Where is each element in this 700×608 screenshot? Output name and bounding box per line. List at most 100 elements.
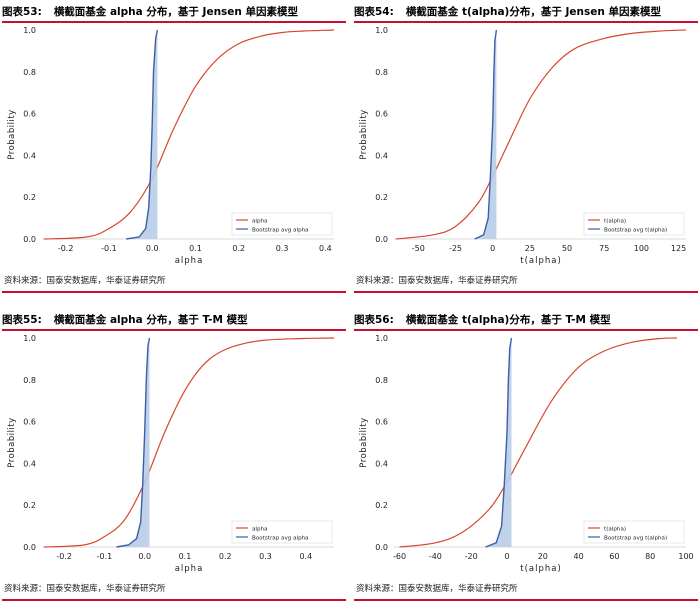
x-tick-label: -20 [465, 552, 478, 561]
source-note: 资料来源：国泰安数据库，华泰证券研究所 [4, 584, 166, 594]
y-tick-label: 1.0 [23, 26, 36, 35]
source-note: 资料来源：国泰安数据库，华泰证券研究所 [4, 276, 166, 286]
y-tick-label: 0.6 [23, 418, 36, 427]
x-tick-label: 80 [645, 552, 655, 561]
legend-label: Bootstrap avg alpha [252, 535, 309, 541]
y-tick-label: 0.8 [375, 68, 388, 77]
y-tick-label: 0.0 [375, 235, 388, 244]
y-tick-label: 0.8 [23, 68, 36, 77]
y-axis-label: Probability [359, 109, 369, 159]
bottom-divider [2, 599, 346, 601]
x-tick-label: 20 [538, 552, 548, 561]
bottom-divider [354, 599, 698, 601]
x-tick-label: 0 [490, 244, 495, 253]
actual-series-line [399, 337, 678, 548]
figure-title-row: 图表56: 横截面基金 t(alpha)分布，基于 T-M 模型 [354, 312, 698, 330]
y-axis-label: Probability [7, 109, 17, 159]
legend-box [231, 520, 333, 544]
figure-title: 横截面基金 t(alpha)分布，基于 Jensen 单因素模型 [405, 6, 662, 18]
figure-label: 图表54: [354, 6, 394, 18]
x-tick-label: 50 [562, 244, 572, 253]
legend-label: Bootstrap avg alpha [252, 227, 309, 233]
figure-title: 横截面基金 t(alpha)分布，基于 T-M 模型 [405, 314, 611, 326]
y-tick-label: 0.0 [375, 543, 388, 552]
y-axis-label: Probability [7, 417, 17, 467]
x-tick-label: 0.2 [232, 244, 245, 253]
title-divider [354, 329, 698, 331]
y-axis-label: Probability [359, 417, 369, 467]
bootstrap-series-line [116, 337, 151, 548]
x-tick-label: 0 [504, 552, 509, 561]
legend-label: Bootstrap avg t(alpha) [604, 227, 667, 233]
title-divider [2, 21, 346, 23]
actual-series-line [43, 29, 335, 240]
figure-label: 图表56: [354, 314, 394, 326]
x-tick-label: -0.1 [97, 552, 113, 561]
y-tick-label: 0.2 [23, 193, 36, 202]
x-tick-label: 0.0 [146, 244, 159, 253]
y-tick-label: 0.2 [375, 193, 388, 202]
figure-title-row: 图表53: 横截面基金 alpha 分布，基于 Jensen 单因素模型 [2, 4, 346, 22]
x-tick-label: 0.1 [179, 552, 192, 561]
x-tick-label: 0.3 [259, 552, 272, 561]
y-tick-label: 0.4 [375, 151, 388, 160]
y-tick-label: 0.8 [375, 376, 388, 385]
figure-label: 图表53: [2, 6, 42, 18]
x-tick-label: -0.1 [101, 244, 117, 253]
x-tick-label: -50 [412, 244, 425, 253]
legend-box [583, 520, 685, 544]
title-divider [2, 329, 346, 331]
y-tick-label: 0.6 [375, 418, 388, 427]
bootstrap-area [126, 30, 158, 239]
cdf-chart: 0.0 0.2 0.4 0.6 0.8 1.0 -0.2 -0.1 0.0 0.1 0.2 0.3 0.… [7, 26, 335, 266]
y-tick-label: 0.2 [23, 501, 36, 510]
figure-title: 横截面基金 alpha 分布，基于 Jensen 单因素模型 [53, 6, 299, 18]
x-tick-label: 0.0 [138, 552, 151, 561]
legend-label: Bootstrap avg t(alpha) [604, 535, 667, 541]
x-tick-label: -0.2 [56, 552, 72, 561]
figure-panel: 图表54: 横截面基金 t(alpha)分布，基于 Jensen 单因素模型 0.… [354, 0, 698, 300]
x-axis-label: t(alpha) [520, 564, 562, 574]
y-tick-label: 1.0 [23, 334, 36, 343]
x-tick-label: 100 [634, 244, 649, 253]
y-tick-label: 0.4 [23, 459, 36, 468]
x-tick-label: 25 [525, 244, 535, 253]
legend-label: alpha [252, 218, 268, 224]
x-tick-label: 75 [599, 244, 609, 253]
y-tick-label: 0.0 [23, 235, 36, 244]
x-tick-label: 0.1 [189, 244, 202, 253]
y-tick-label: 0.4 [23, 151, 36, 160]
bootstrap-series-line [485, 337, 513, 548]
x-tick-label: 0.4 [299, 552, 312, 561]
x-tick-label: -40 [429, 552, 442, 561]
title-divider [354, 21, 698, 23]
bootstrap-area [116, 338, 150, 547]
figure-panel: 图表56: 横截面基金 t(alpha)分布，基于 T-M 模型 0.0 0.2 0.… [354, 308, 698, 608]
legend-label: t(alpha) [604, 526, 626, 532]
x-axis-label: t(alpha) [520, 256, 562, 266]
bottom-divider [2, 291, 346, 293]
x-tick-label: 0.4 [319, 244, 332, 253]
bootstrap-area [485, 338, 512, 547]
bootstrap-series-line [126, 29, 159, 240]
y-tick-label: 0.8 [23, 376, 36, 385]
y-tick-label: 0.4 [375, 459, 388, 468]
y-tick-label: 0.6 [375, 110, 388, 119]
figure-label: 图表55: [2, 314, 42, 326]
source-note: 资料来源：国泰安数据库，华泰证券研究所 [356, 584, 518, 594]
figure-title: 横截面基金 alpha 分布，基于 T-M 模型 [53, 314, 248, 326]
x-axis-label: alpha [175, 564, 204, 574]
x-tick-label: 100 [678, 552, 693, 561]
x-tick-label: -25 [449, 244, 462, 253]
legend-box [231, 212, 333, 236]
legend-label: t(alpha) [604, 218, 626, 224]
figure-title-row: 图表54: 横截面基金 t(alpha)分布，基于 Jensen 单因素模型 [354, 4, 698, 22]
legend-label: alpha [252, 526, 268, 532]
y-tick-label: 0.6 [23, 110, 36, 119]
y-tick-label: 1.0 [375, 26, 388, 35]
x-tick-label: -60 [393, 552, 406, 561]
legend-box [583, 212, 685, 236]
actual-series-line [395, 29, 687, 240]
bootstrap-series-line [474, 29, 498, 240]
cdf-chart: 0.0 0.2 0.4 0.6 0.8 1.0 -50 -25 0 25 50 75 100 125 t(a… [359, 26, 687, 266]
